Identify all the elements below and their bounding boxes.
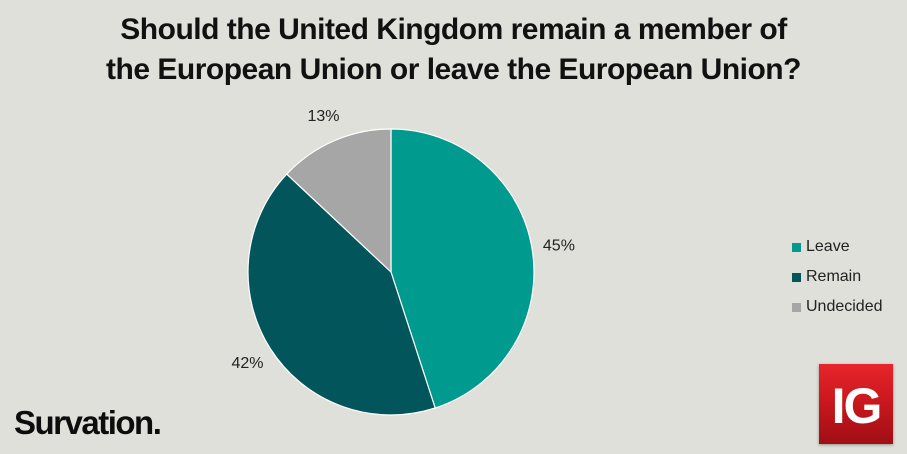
legend-swatch-leave xyxy=(792,242,801,252)
chart-title-line-1: Should the United Kingdom remain a membe… xyxy=(120,13,787,46)
pie-slice-undecided xyxy=(285,128,392,274)
ig-logo-text: IG xyxy=(831,378,883,434)
data-label-remain: 42% xyxy=(231,355,263,372)
legend-swatch-remain xyxy=(792,272,801,282)
chart-legend: Leave Remain Undecided xyxy=(792,232,883,322)
survation-logo: Survation. xyxy=(14,404,162,441)
pie-slice-remain xyxy=(247,173,436,416)
legend-label-undecided: Undecided xyxy=(806,298,883,315)
legend-item-remain: Remain xyxy=(792,262,883,292)
legend-label-leave: Leave xyxy=(806,238,850,255)
chart-title: Should the United Kingdom remain a membe… xyxy=(0,10,907,90)
legend-item-undecided: Undecided xyxy=(792,292,883,322)
ig-logo: IG xyxy=(819,364,893,444)
pie-slice-leave xyxy=(390,128,535,409)
data-label-leave: 45% xyxy=(543,237,575,254)
legend-label-remain: Remain xyxy=(806,268,862,285)
legend-item-leave: Leave xyxy=(792,232,883,262)
data-label-undecided: 13% xyxy=(307,108,339,125)
legend-swatch-undecided xyxy=(792,302,801,312)
chart-title-line-2: the European Union or leave the European… xyxy=(106,53,801,86)
